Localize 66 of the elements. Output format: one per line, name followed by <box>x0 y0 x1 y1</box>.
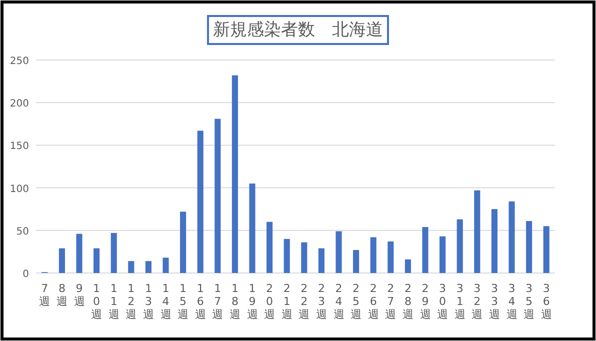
bar <box>301 242 308 273</box>
chart-title: 新規感染者数 北海道 <box>213 20 383 40</box>
bar <box>318 248 324 273</box>
x-tick-label: 22週 <box>298 282 310 321</box>
x-tick-label: 23週 <box>316 282 327 321</box>
x-tick-label: 19週 <box>246 282 258 321</box>
bar <box>422 226 428 273</box>
bar <box>197 130 204 273</box>
x-tick-label: 14週 <box>160 282 172 321</box>
bar <box>145 261 152 273</box>
bar <box>508 201 515 273</box>
x-tick-label: 7週 <box>39 282 50 308</box>
bar <box>180 212 186 273</box>
x-tick-label: 32週 <box>472 282 483 321</box>
x-tick-label: 18週 <box>229 282 240 321</box>
x-tick-label: 9週 <box>74 282 85 308</box>
x-tick-label: 21週 <box>281 282 292 321</box>
bar <box>491 209 498 273</box>
bar <box>162 258 169 273</box>
x-tick-label: 24週 <box>333 282 344 321</box>
bar <box>388 241 394 273</box>
bar <box>266 222 273 273</box>
bar <box>526 221 532 273</box>
bar <box>456 219 463 273</box>
bar <box>336 231 342 273</box>
x-tick-label: 33週 <box>488 282 500 321</box>
bar <box>284 238 290 273</box>
x-tick-label: 16週 <box>194 282 206 321</box>
x-tick-label: 29週 <box>420 282 431 321</box>
y-tick-label: 0 <box>22 269 29 280</box>
x-tick-label: 8週 <box>56 282 68 308</box>
x-tick-label: 30週 <box>437 282 448 321</box>
bar <box>58 248 65 273</box>
x-tick-label: 34週 <box>506 282 518 321</box>
bar <box>110 232 117 273</box>
bar <box>474 190 480 273</box>
x-tick-label: 25週 <box>350 282 362 321</box>
x-tick-label: 10週 <box>91 282 102 321</box>
bar <box>404 259 411 273</box>
bar <box>370 237 376 273</box>
bar <box>440 236 446 273</box>
bar <box>76 234 82 273</box>
bar <box>249 184 256 273</box>
x-tick-label: 15週 <box>178 282 189 321</box>
x-tick-label: 35週 <box>524 282 535 321</box>
bar <box>353 250 360 273</box>
x-tick-label: 20週 <box>264 282 276 321</box>
x-tick-label: 26週 <box>368 282 379 321</box>
y-tick-label: 150 <box>10 141 29 152</box>
x-tick-label: 28週 <box>402 282 414 321</box>
x-tick-label: 36週 <box>540 282 552 321</box>
x-tick-label: 11週 <box>108 282 120 321</box>
x-tick-label: 13週 <box>142 282 154 321</box>
x-tick-label: 27週 <box>385 282 396 321</box>
y-tick-label: 250 <box>10 56 29 67</box>
bar <box>214 118 221 273</box>
bar <box>232 75 238 273</box>
bar <box>543 226 550 273</box>
y-tick-label: 200 <box>10 98 29 110</box>
bar <box>128 261 134 273</box>
x-tick-label: 31週 <box>454 282 466 321</box>
y-tick-label: 100 <box>10 184 29 195</box>
x-tick-label: 17週 <box>212 282 224 321</box>
x-tick-label: 12週 <box>126 282 137 321</box>
bar <box>94 248 100 273</box>
y-tick-label: 50 <box>16 226 29 238</box>
